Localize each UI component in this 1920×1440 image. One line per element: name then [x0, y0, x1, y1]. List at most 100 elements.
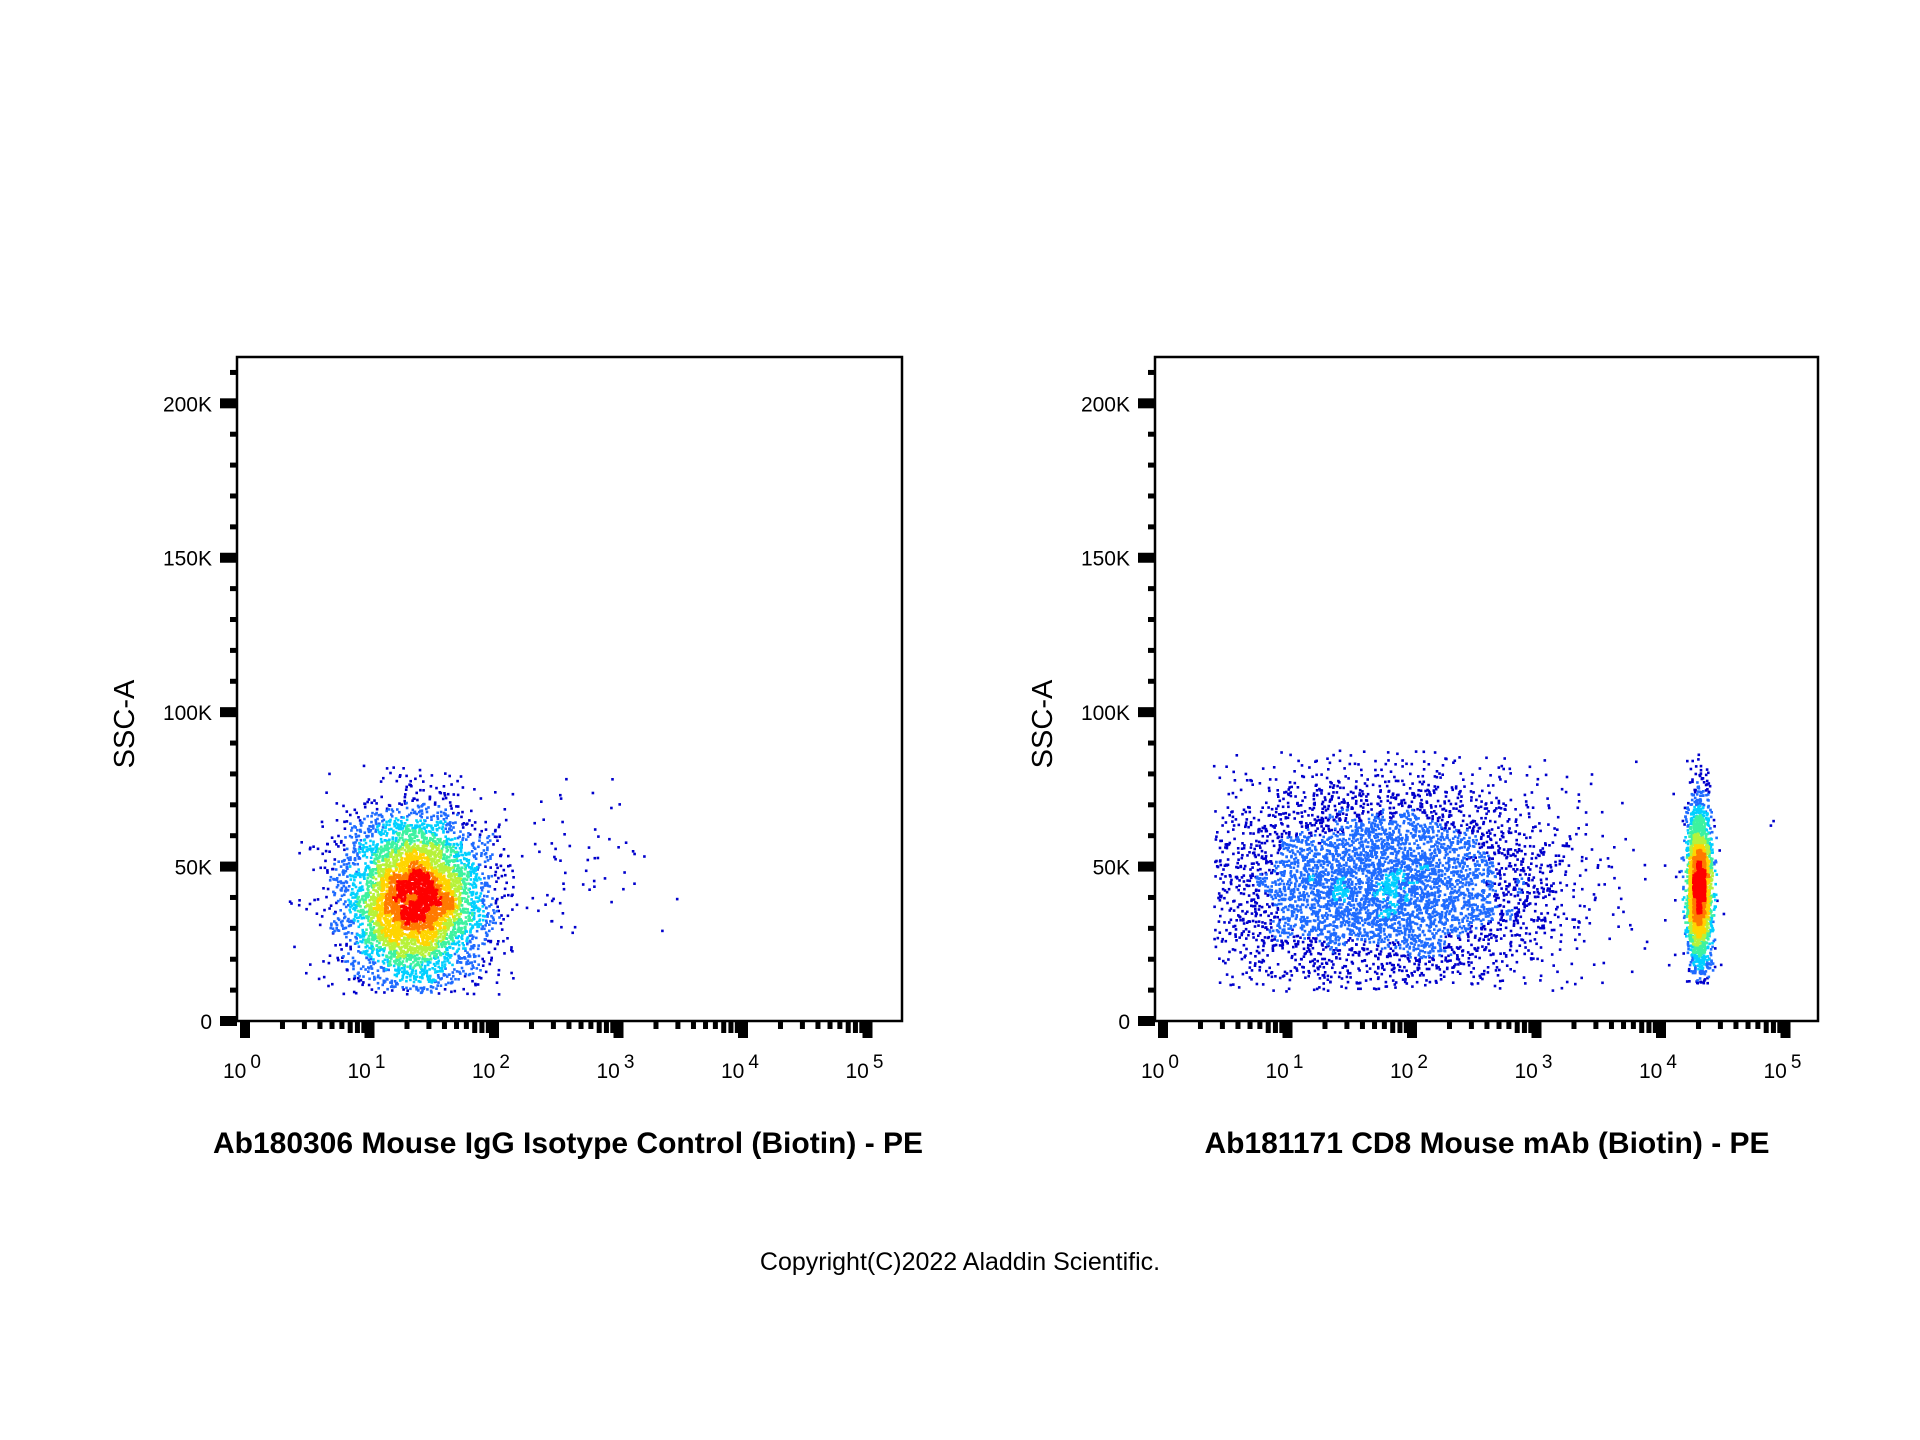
event-dot [482, 849, 486, 852]
event-dot [443, 903, 447, 907]
event-dot [455, 970, 459, 973]
event-dot [406, 839, 410, 842]
event-dot [430, 774, 434, 777]
event-dot [394, 930, 397, 933]
event-dot [386, 978, 389, 981]
event-dot [398, 873, 402, 877]
event-dot [350, 829, 353, 832]
event-dot [502, 939, 505, 943]
event-dot [435, 987, 438, 990]
event-dot [377, 914, 380, 918]
event-dot [456, 876, 460, 880]
event-dot [486, 848, 489, 852]
event-dot [453, 968, 456, 971]
event-dot [427, 916, 431, 920]
event-dot [503, 894, 506, 898]
event-dot [416, 945, 419, 948]
event-dot [371, 873, 375, 877]
event-dot [421, 989, 424, 993]
event-dot [487, 890, 490, 893]
event-dot [359, 843, 362, 846]
event-dot [493, 873, 497, 877]
event-dot [426, 852, 429, 855]
event-dot [385, 905, 388, 909]
event-dot [434, 942, 437, 946]
event-dot [462, 910, 465, 913]
event-dot [388, 956, 391, 959]
event-dot [490, 874, 494, 878]
event-dot [475, 967, 479, 970]
event-dot [504, 818, 508, 822]
event-dot [335, 901, 338, 905]
event-dot [402, 963, 405, 967]
event-dot [446, 952, 449, 955]
event-dot [390, 907, 394, 911]
event-dot [552, 897, 555, 901]
event-dot [409, 955, 413, 959]
event-dot [422, 853, 425, 856]
event-dot [335, 802, 339, 805]
event-dot [443, 934, 446, 938]
event-dot [431, 933, 434, 937]
event-dot [374, 935, 378, 938]
event-dot [447, 871, 450, 874]
event-dot [418, 848, 421, 851]
event-dot [412, 926, 415, 929]
event-dot [366, 873, 369, 876]
event-dot [399, 878, 402, 881]
event-dot [466, 959, 470, 962]
event-dot [559, 797, 563, 800]
event-dot [542, 818, 545, 821]
event-dot [335, 885, 339, 889]
event-dot [400, 897, 404, 901]
event-dot [561, 912, 565, 915]
event-dot [404, 872, 408, 875]
event-dot [436, 811, 439, 815]
event-dot [413, 885, 416, 889]
event-dot [448, 907, 452, 911]
event-dot [512, 885, 515, 889]
event-dot [367, 798, 371, 801]
event-dot [442, 871, 446, 874]
event-dot [415, 923, 418, 927]
event-dot [365, 956, 368, 959]
event-dot [409, 849, 413, 852]
event-dot [480, 852, 483, 855]
event-dot [497, 973, 500, 977]
event-dot [439, 967, 442, 970]
event-dot [429, 989, 433, 993]
event-dot [445, 912, 449, 915]
event-dot [392, 870, 395, 874]
event-dot [481, 872, 484, 875]
event-dot [387, 901, 391, 905]
event-dot [377, 860, 381, 864]
event-dot [385, 878, 388, 882]
event-dot [363, 871, 366, 875]
event-dot [469, 870, 472, 873]
event-dot [399, 854, 402, 858]
event-dot [437, 965, 440, 969]
event-dot [449, 918, 452, 922]
event-dot [405, 801, 408, 805]
event-dot [433, 877, 437, 880]
event-dot [431, 839, 435, 843]
event-dot [445, 886, 449, 889]
event-dot [396, 905, 400, 908]
event-dot [435, 900, 438, 903]
event-dot [423, 802, 426, 806]
event-dot [361, 928, 364, 932]
event-dot [416, 923, 420, 926]
event-dot [421, 937, 424, 941]
event-dot [445, 823, 448, 827]
event-dot [359, 908, 363, 912]
event-dot [441, 910, 444, 913]
event-dot [466, 822, 469, 825]
event-dot [371, 897, 374, 901]
event-dot [462, 857, 466, 860]
event-dot [477, 954, 481, 958]
event-dot [352, 850, 356, 854]
event-dot [443, 960, 446, 963]
event-dot [466, 902, 470, 905]
event-dot [391, 850, 395, 854]
event-dot [442, 935, 445, 938]
